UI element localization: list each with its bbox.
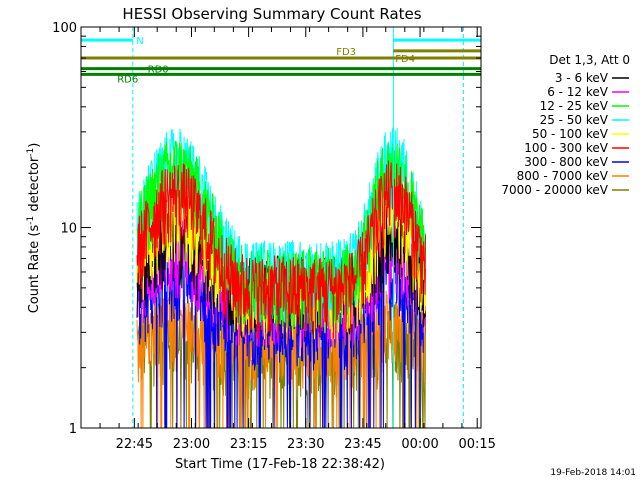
legend-entry-label: 6 - 12 keV bbox=[547, 85, 609, 99]
status-bar-label: RD6 bbox=[117, 74, 138, 85]
x-tick-label: 00:00 bbox=[401, 437, 438, 452]
y-tick-label: 1 bbox=[69, 422, 77, 437]
legend-entry-label: 7000 - 20000 keV bbox=[501, 183, 608, 197]
chart-title: HESSI Observing Summary Count Rates bbox=[122, 5, 421, 23]
x-tick-label: 23:00 bbox=[173, 437, 210, 452]
legend-entry-label: 300 - 800 keV bbox=[524, 155, 608, 169]
x-tick-label: 23:45 bbox=[344, 437, 381, 452]
legend-title: Det 1,3, Att 0 bbox=[549, 53, 630, 67]
y-tick-label: 10 bbox=[60, 222, 77, 237]
legend-entry-label: 12 - 25 keV bbox=[540, 99, 609, 113]
x-tick-label: 23:30 bbox=[287, 437, 324, 452]
legend-entry-label: 800 - 7000 keV bbox=[517, 169, 609, 183]
status-bar-label: FD3 bbox=[336, 47, 356, 58]
footer-timestamp: 19-Feb-2018 14:01 bbox=[550, 468, 636, 478]
status-bar-label: FD4 bbox=[395, 54, 415, 65]
legend-entry-label: 25 - 50 keV bbox=[540, 113, 609, 127]
legend-entry-label: 100 - 300 keV bbox=[524, 141, 608, 155]
x-tick-label: 22:45 bbox=[116, 437, 153, 452]
series-line-6 bbox=[136, 160, 426, 339]
x-axis-label: Start Time (17-Feb-18 22:38:42) bbox=[175, 457, 385, 472]
x-tick-label: 23:15 bbox=[230, 437, 267, 452]
axes: 1 10 100 22:45 23:00 23:15 23:30 23:45 00:00 00:1… bbox=[52, 21, 496, 452]
legend-entry-label: 50 - 100 keV bbox=[532, 127, 609, 141]
legend-entry-label: 3 - 6 keV bbox=[555, 71, 609, 85]
series-line-9 bbox=[136, 301, 426, 428]
x-tick-label: 00:15 bbox=[458, 437, 495, 452]
y-axis-label: Count Rate (s-1 detector-1) bbox=[26, 143, 42, 314]
status-bar-label: RD0 bbox=[148, 65, 169, 76]
status-bar-label: N bbox=[136, 36, 143, 47]
y-tick-label: 100 bbox=[52, 21, 77, 36]
plot-area: N FD3 FD4 RD0 RD6 bbox=[81, 27, 481, 428]
